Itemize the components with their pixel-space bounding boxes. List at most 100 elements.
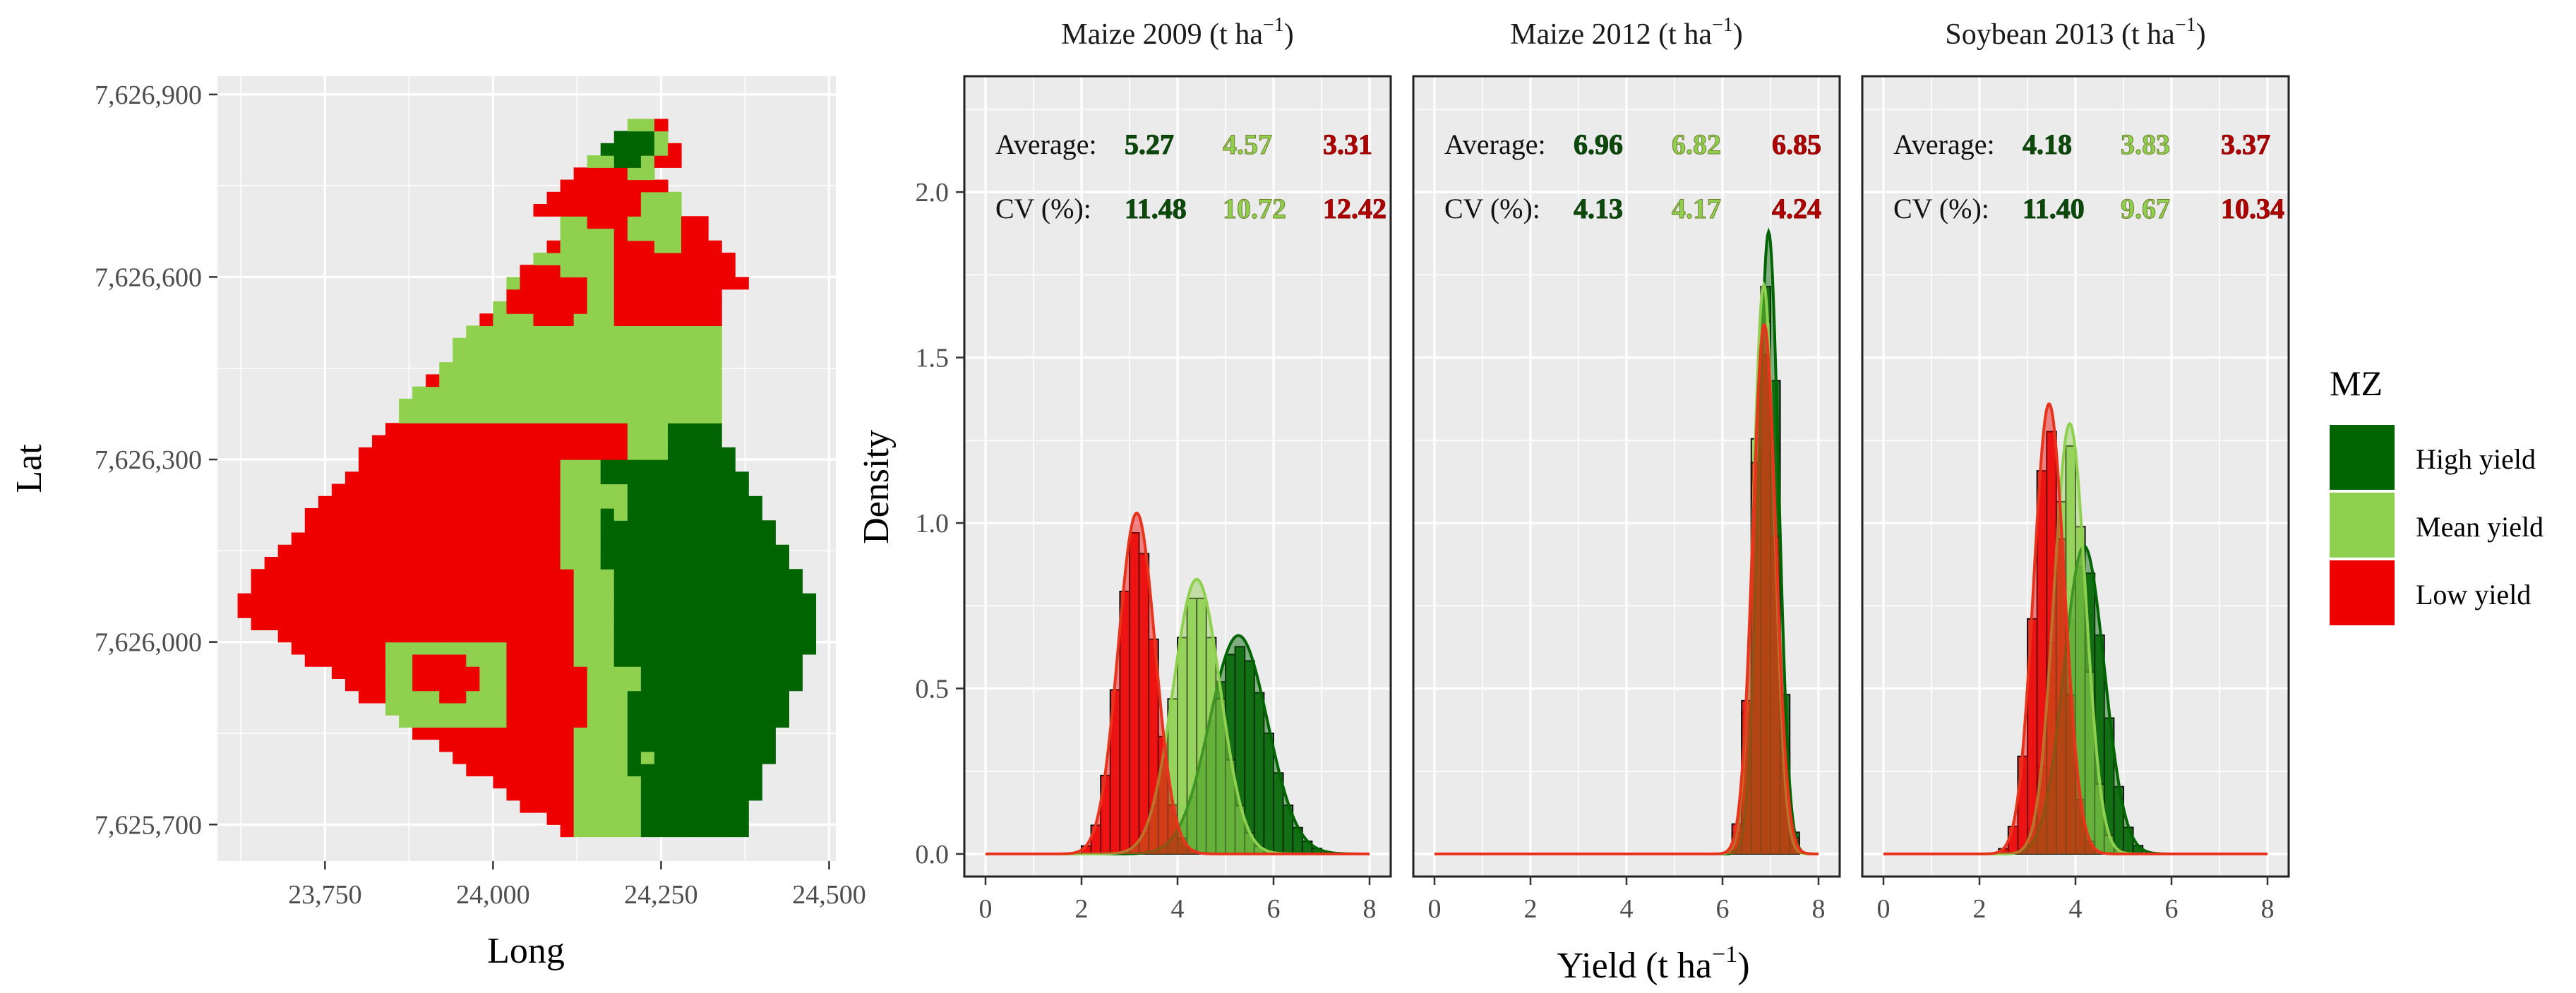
map-cell — [466, 386, 480, 399]
map-cell — [479, 581, 493, 594]
map-cell — [748, 702, 762, 716]
map-x-tick-label: 24,250 — [624, 880, 698, 910]
map-cell — [681, 374, 695, 387]
map-cell — [546, 544, 561, 558]
map-cell — [345, 544, 359, 558]
map-cell — [735, 532, 749, 546]
map-cell — [721, 751, 736, 764]
map-cell — [640, 581, 655, 594]
map-cell — [546, 581, 561, 594]
map-cell — [600, 265, 615, 278]
facet-title-exponent: −1 — [2175, 14, 2196, 36]
map-cell — [654, 265, 669, 278]
facet-panel: Maize 2012 (t ha−1)Average: 6.96 6.82 6.85C… — [1412, 14, 1841, 924]
map-cell — [708, 240, 722, 253]
map-cell — [654, 678, 669, 692]
map-cell — [506, 337, 521, 351]
map-cell — [613, 508, 628, 521]
map-cell — [721, 715, 736, 728]
map-cell — [520, 435, 534, 448]
map-cell — [695, 581, 709, 594]
map-cell — [291, 605, 306, 618]
map-cell — [453, 678, 467, 692]
map-cell — [735, 605, 749, 618]
map-cell — [479, 630, 493, 643]
map-cell — [695, 435, 709, 448]
map-cell — [479, 764, 493, 776]
map-cell — [695, 702, 709, 716]
map-cell — [721, 654, 736, 667]
map-cell — [385, 532, 400, 546]
map-cell — [627, 301, 642, 314]
map-cell — [654, 654, 669, 667]
map-cell — [304, 556, 319, 570]
map-cell — [735, 581, 749, 594]
map-cell — [695, 727, 709, 740]
hist-y-tick-label: 1.5 — [916, 344, 949, 373]
map-x-tick-label: 24,000 — [456, 880, 530, 910]
map-cell — [573, 702, 588, 716]
map-cell — [506, 788, 521, 801]
map-cell — [533, 277, 548, 290]
map-cell — [277, 605, 292, 618]
map-cell — [318, 581, 333, 594]
map-cell — [426, 630, 440, 643]
map-cell — [426, 618, 440, 631]
map-cell — [237, 593, 252, 606]
map-cell — [667, 398, 682, 411]
map-cell — [748, 544, 762, 558]
map-cell — [613, 435, 628, 448]
map-cell — [627, 398, 642, 411]
map-cell — [493, 423, 508, 436]
map-cell — [695, 362, 709, 375]
map-cell — [493, 715, 508, 728]
map-cell — [466, 556, 480, 570]
map-cell — [640, 277, 655, 290]
map-cell — [654, 435, 669, 448]
map-cell — [560, 812, 575, 825]
map-cell — [600, 179, 615, 193]
map-cell — [399, 483, 413, 497]
map-cell — [600, 727, 615, 740]
map-cell — [613, 289, 628, 302]
map-cell — [695, 337, 709, 351]
map-cell — [560, 228, 575, 241]
map-cell — [654, 544, 669, 558]
map-cell — [627, 690, 642, 704]
map-cell — [695, 824, 709, 838]
map-cell — [318, 569, 333, 582]
map-cell — [654, 228, 669, 241]
map-cell — [762, 642, 776, 655]
map-cell — [654, 788, 669, 801]
map-cell — [640, 459, 655, 472]
map-cell — [735, 508, 749, 521]
map-cell — [627, 386, 642, 399]
map-cell — [667, 252, 682, 265]
map-cell — [573, 325, 588, 339]
map-cell — [439, 666, 453, 679]
map-panel: 23,750 24,000 24,250 24,5007,625,7007,626,0… — [9, 76, 866, 971]
stat-row-label: Average: — [1444, 128, 1546, 160]
map-cell — [520, 642, 534, 655]
map-cell — [304, 508, 319, 521]
map-cell — [613, 167, 628, 181]
map-cell — [640, 301, 655, 314]
map-cell — [560, 751, 575, 764]
map-cell — [573, 618, 588, 631]
map-cell — [775, 702, 789, 716]
facet-title: Soybean 2013 (t ha−1) — [1945, 14, 2205, 51]
map-cell — [695, 277, 709, 290]
map-cell — [560, 398, 575, 411]
map-cell — [587, 642, 601, 655]
map-cell — [546, 471, 561, 485]
map-cell — [520, 715, 534, 728]
map-cell — [775, 690, 789, 704]
map-cell — [587, 447, 601, 460]
map-cell — [453, 386, 467, 399]
map-cell — [546, 569, 561, 582]
map-cell — [533, 581, 548, 594]
map-cell — [640, 556, 655, 570]
map-cell — [358, 654, 373, 667]
density-line — [1434, 323, 1819, 855]
map-cell — [426, 374, 440, 387]
